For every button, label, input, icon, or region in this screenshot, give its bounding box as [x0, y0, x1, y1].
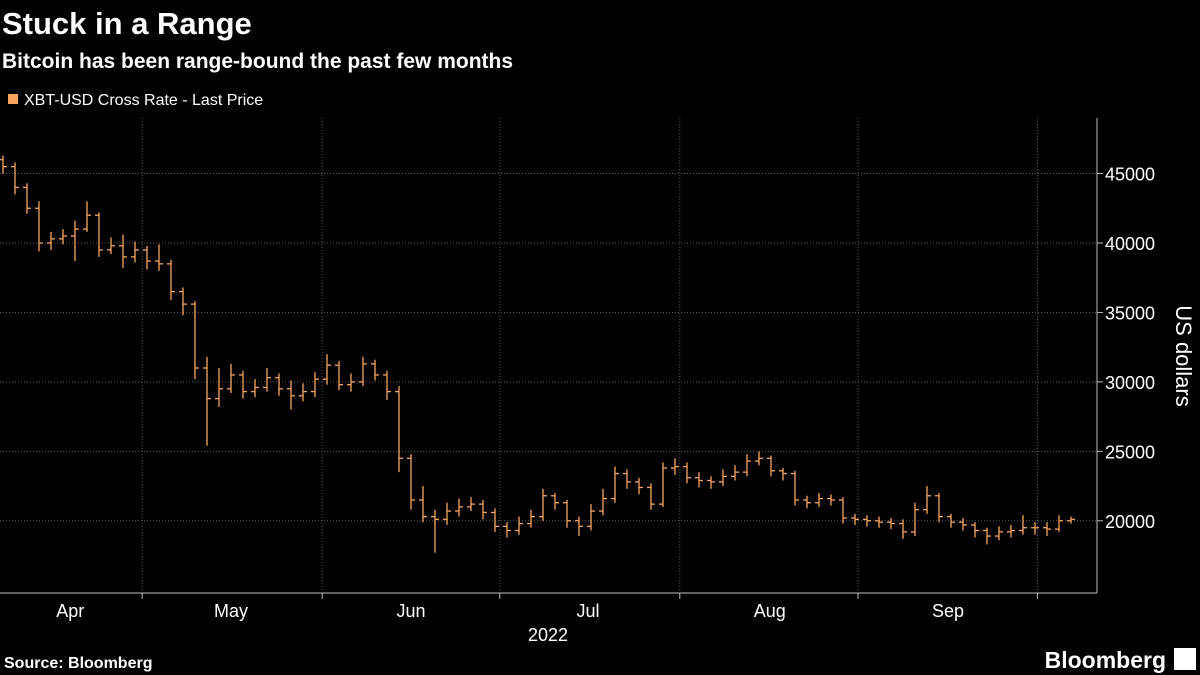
brand-logo: Bloomberg — [1045, 647, 1166, 673]
x-tick-label: Apr — [56, 601, 84, 621]
x-tick-label: Sep — [932, 601, 964, 621]
y-tick-label: 25000 — [1105, 442, 1155, 462]
x-axis-label: 2022 — [528, 625, 568, 645]
legend-swatch — [8, 94, 18, 104]
brand-icon — [1174, 648, 1196, 670]
chart-subtitle: Bitcoin has been range-bound the past fe… — [2, 50, 513, 73]
source: Source: Bloomberg — [4, 655, 152, 672]
chart-title: Stuck in a Range — [2, 6, 252, 41]
x-tick-label: Jul — [576, 601, 599, 621]
x-tick-label: May — [214, 601, 248, 621]
y-axis-label: US dollars — [1171, 305, 1196, 406]
y-tick-label: 40000 — [1105, 234, 1155, 254]
x-tick-label: Jun — [396, 601, 425, 621]
y-tick-label: 20000 — [1105, 512, 1155, 532]
x-tick-label: Aug — [754, 601, 786, 621]
y-tick-label: 45000 — [1105, 165, 1155, 185]
y-tick-label: 30000 — [1105, 373, 1155, 393]
legend-label: XBT-USD Cross Rate - Last Price — [24, 92, 263, 109]
y-tick-label: 35000 — [1105, 303, 1155, 323]
